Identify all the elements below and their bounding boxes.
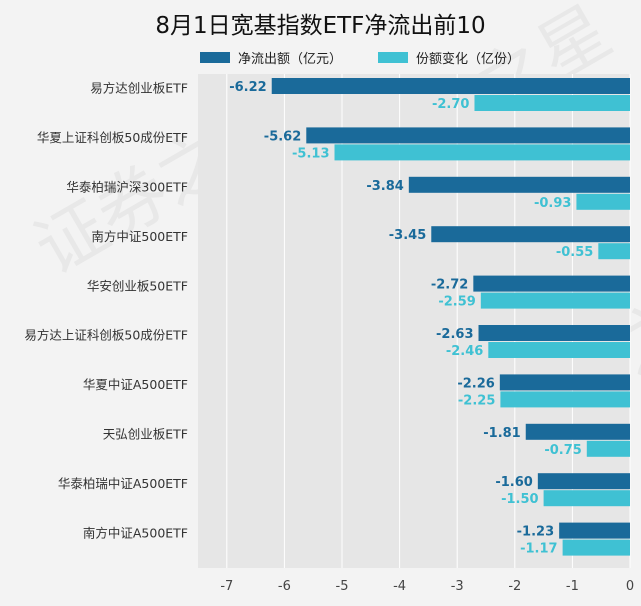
data-label-net-outflow: -5.62 <box>264 129 301 144</box>
bar-net-outflow <box>559 522 630 539</box>
data-label-net-outflow: -3.84 <box>366 179 403 194</box>
category-label: 天弘创业板ETF <box>103 427 188 442</box>
bar-share-change <box>488 342 630 358</box>
x-tick-label: -1 <box>566 579 579 594</box>
data-label-net-outflow: -2.63 <box>436 327 473 342</box>
category-label: 华安创业板50ETF <box>87 278 188 293</box>
legend-swatch-net-outflow <box>200 52 230 63</box>
x-tick-label: -4 <box>393 579 406 594</box>
data-label-share-change: -1.17 <box>520 542 557 557</box>
data-label-net-outflow: -3.45 <box>389 228 426 243</box>
data-label-net-outflow: -6.22 <box>229 80 266 95</box>
data-label-share-change: -2.25 <box>458 393 495 408</box>
data-label-share-change: -0.93 <box>534 196 571 211</box>
category-label: 易方达上证科创板50成份ETF <box>24 328 188 343</box>
legend-label-share-change: 份额变化（亿份） <box>416 52 521 67</box>
category-label: 华夏中证A500ETF <box>83 377 188 392</box>
category-label: 华泰柏瑞中证A500ETF <box>58 476 188 491</box>
bar-net-outflow <box>478 325 630 341</box>
data-label-share-change: -0.55 <box>556 245 593 260</box>
data-label-share-change: -2.59 <box>438 295 475 310</box>
data-label-net-outflow: -1.60 <box>495 475 532 490</box>
legend-item-share-change: 份额变化（亿份） <box>378 48 520 67</box>
category-label: 华泰柏瑞沪深300ETF <box>66 180 188 195</box>
bar-share-change <box>500 391 630 408</box>
data-label-share-change: -1.50 <box>501 492 538 507</box>
category-label: 华夏上证科创板50成份ETF <box>37 130 188 145</box>
x-tick-label: -5 <box>336 579 349 594</box>
data-label-share-change: -0.75 <box>544 443 581 458</box>
data-label-net-outflow: -1.81 <box>483 426 520 441</box>
x-tick-label: -3 <box>451 579 464 594</box>
data-label-net-outflow: -2.72 <box>431 278 468 293</box>
bar-share-change <box>576 193 630 210</box>
bar-share-change <box>598 243 630 260</box>
bar-share-change <box>586 440 630 457</box>
bar-share-change <box>543 490 630 507</box>
bar-net-outflow <box>537 473 630 490</box>
x-tick-label: 0 <box>626 579 634 594</box>
bar-share-change <box>334 144 630 161</box>
data-label-share-change: -5.13 <box>292 146 329 161</box>
chart-legend: 净流出额（亿元） 份额变化（亿份） <box>0 48 641 68</box>
data-label-net-outflow: -1.23 <box>517 525 554 540</box>
bar-net-outflow <box>473 275 630 292</box>
bar-net-outflow <box>499 374 630 391</box>
category-label: 南方中证500ETF <box>91 229 188 244</box>
data-label-share-change: -2.70 <box>432 97 469 112</box>
bar-net-outflow <box>306 127 630 144</box>
legend-swatch-share-change <box>378 52 408 63</box>
bar-net-outflow <box>271 78 630 94</box>
x-tick-label: -6 <box>278 579 291 594</box>
legend-label-net-outflow: 净流出额（亿元） <box>238 52 343 67</box>
chart-title: 8月1日宽基指数ETF净流出前10 <box>155 13 486 39</box>
data-label-net-outflow: -2.26 <box>457 376 494 391</box>
bar-net-outflow <box>525 423 630 440</box>
category-label: 南方中证A500ETF <box>83 525 188 540</box>
bar-share-change <box>474 95 630 111</box>
legend-item-net-outflow: 净流出额（亿元） <box>200 48 342 67</box>
x-tick-label: -2 <box>508 579 521 594</box>
bar-share-change <box>480 292 630 309</box>
bar-net-outflow <box>431 226 630 243</box>
bar-share-change <box>562 539 630 556</box>
x-tick-label: -7 <box>220 579 233 594</box>
category-label: 易方达创业板ETF <box>90 81 188 96</box>
bar-net-outflow <box>408 176 630 193</box>
data-label-share-change: -2.46 <box>446 344 483 359</box>
